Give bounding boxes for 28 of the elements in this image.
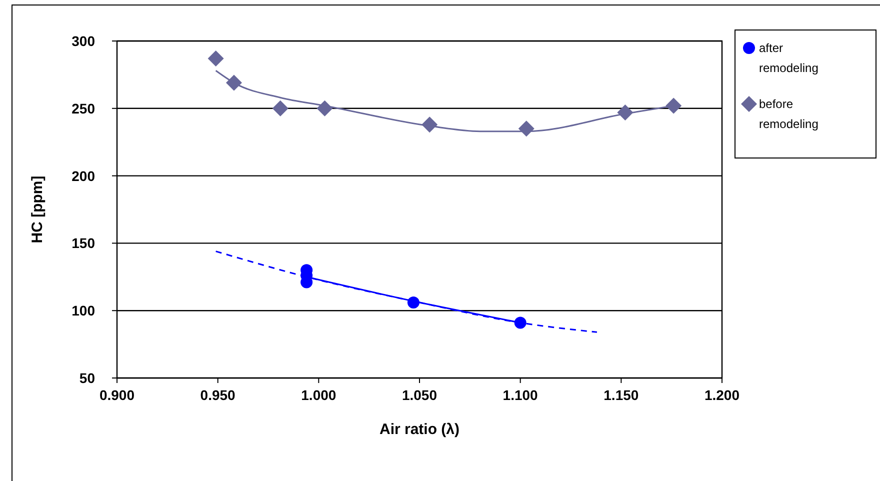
y-tick-label: 100 [72, 302, 96, 319]
point [316, 100, 333, 116]
x-tick-label: 0.900 [99, 387, 135, 403]
y-tick-label: 300 [72, 33, 96, 49]
point [208, 50, 224, 67]
y-tick-label: 200 [72, 168, 96, 184]
x-axis-title: Air ratio (λ) [379, 421, 460, 438]
legend-label: before remodeling [759, 97, 818, 131]
x-tick-label: 1.000 [301, 387, 336, 403]
y-tick-label: 50 [79, 370, 96, 386]
point [422, 116, 438, 133]
point [272, 100, 288, 116]
x-tick-label: 0.950 [200, 387, 236, 403]
x-tick-label: 1.100 [502, 387, 538, 403]
point [514, 316, 526, 329]
y-tick-label: 250 [72, 100, 96, 116]
x-tick-label: 1.050 [402, 387, 438, 403]
y-axis-title: HC [ppm] [29, 176, 46, 244]
point [226, 74, 242, 91]
x-tick-label: 1.200 [704, 387, 740, 403]
point [666, 98, 682, 114]
x-tick-label: 1.150 [604, 387, 639, 403]
point [407, 296, 420, 309]
line-series [215, 250, 598, 333]
legend-label: after remodeling [759, 41, 818, 75]
point [617, 104, 634, 120]
y-tick-label: 150 [72, 235, 96, 252]
point [518, 120, 534, 137]
